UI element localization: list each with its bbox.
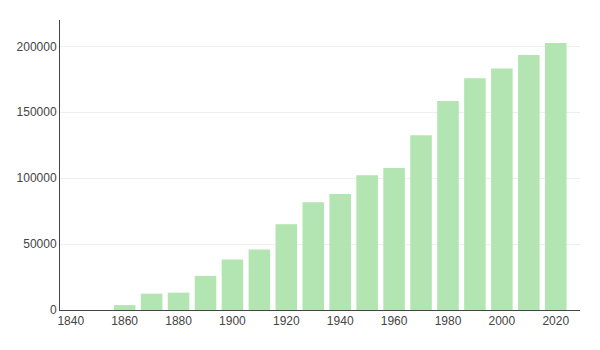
svg-text:2000: 2000 bbox=[489, 314, 516, 328]
svg-text:1920: 1920 bbox=[273, 314, 300, 328]
svg-text:1880: 1880 bbox=[165, 314, 192, 328]
svg-text:150000: 150000 bbox=[17, 105, 57, 119]
svg-text:1980: 1980 bbox=[435, 314, 462, 328]
svg-text:1840: 1840 bbox=[57, 314, 84, 328]
svg-text:1860: 1860 bbox=[111, 314, 138, 328]
svg-text:100000: 100000 bbox=[17, 171, 57, 185]
svg-text:1940: 1940 bbox=[327, 314, 354, 328]
svg-text:0: 0 bbox=[50, 303, 57, 317]
svg-text:1960: 1960 bbox=[381, 314, 408, 328]
svg-text:1900: 1900 bbox=[219, 314, 246, 328]
svg-text:200000: 200000 bbox=[17, 40, 57, 54]
svg-text:2020: 2020 bbox=[542, 314, 569, 328]
svg-text:50000: 50000 bbox=[23, 237, 57, 251]
